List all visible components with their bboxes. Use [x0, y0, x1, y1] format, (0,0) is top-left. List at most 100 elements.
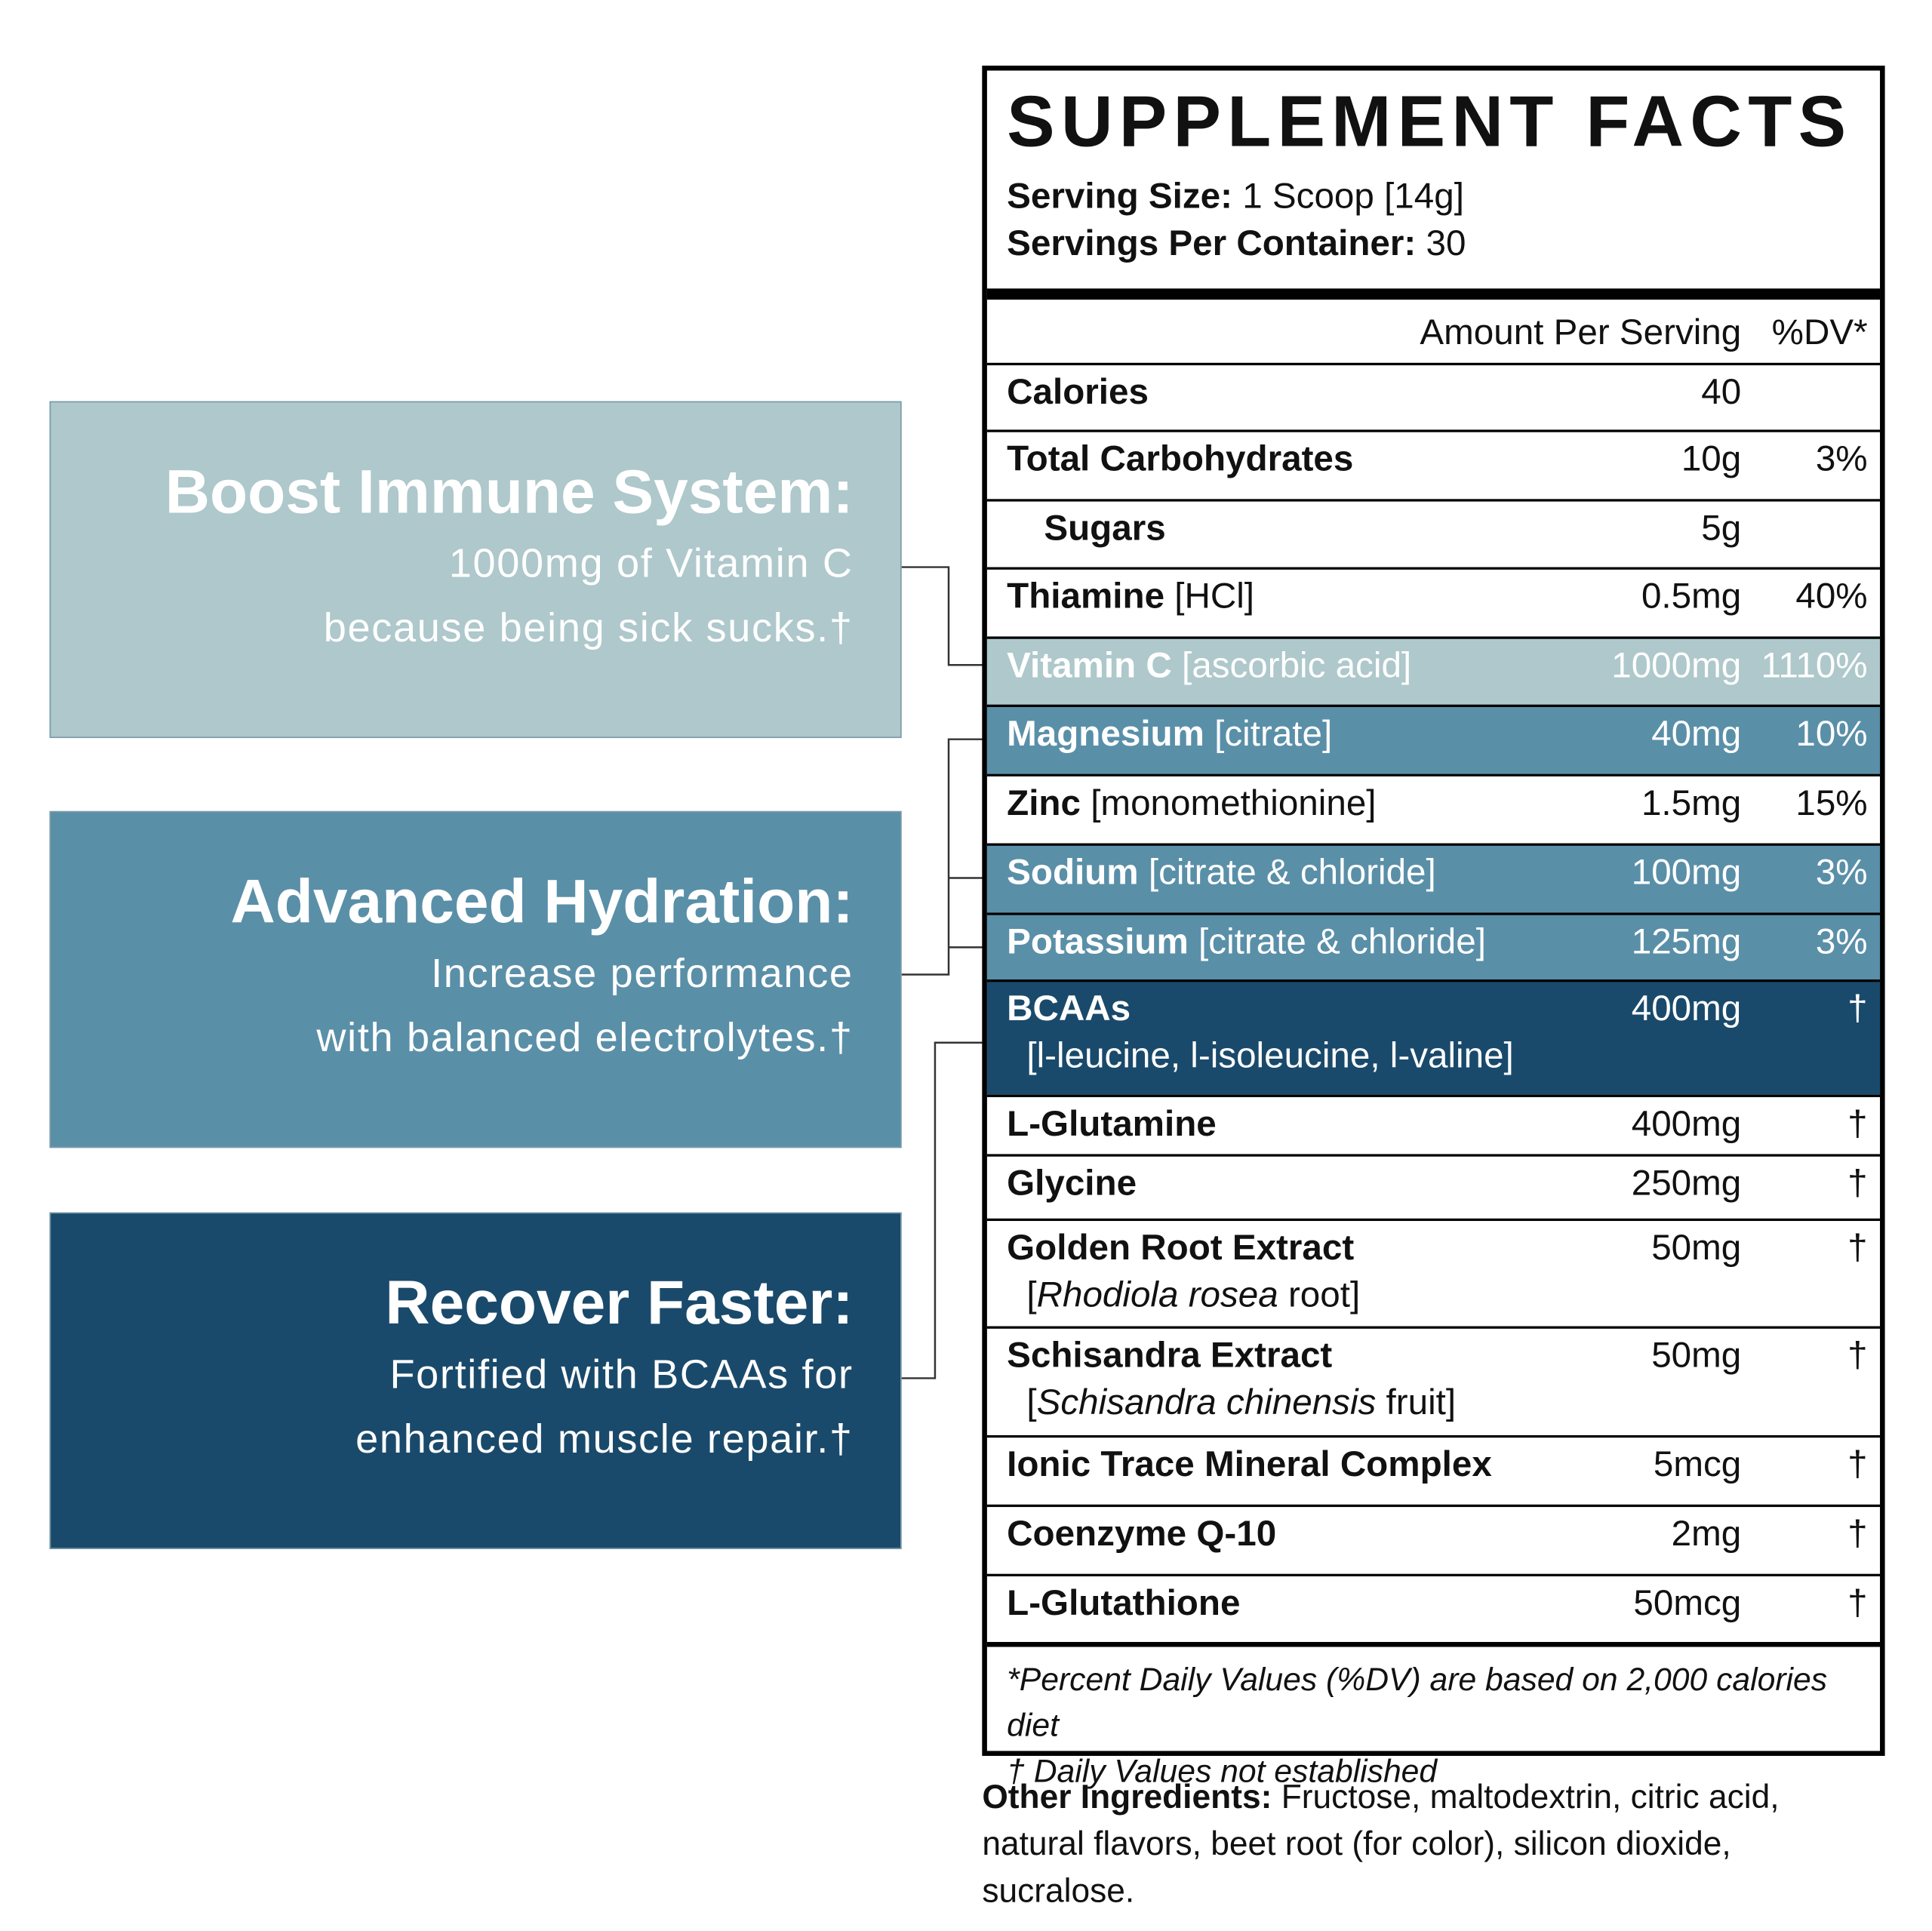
nutrient-detail: [citrate & chloride] — [1198, 922, 1486, 963]
footnote: *Percent Daily Values (%DV) are based on… — [1007, 1660, 1828, 1744]
daily-value: 15% — [1795, 783, 1868, 824]
facts-row: BCAAs [l-leucine, l-isoleucine, l-valine]… — [986, 979, 1881, 1095]
nutrient-detail: [Rhodiola rosea root] — [1026, 1275, 1360, 1316]
amount: 50mcg — [1633, 1583, 1742, 1624]
panel-text: 1000mg of Vitamin C — [448, 540, 854, 586]
facts-row: Thiamine [HCl] 0.5mg 40% — [986, 567, 1881, 637]
panel-text: Increase performance — [431, 949, 854, 996]
facts-row: Total Carbohydrates 10g 3% — [986, 429, 1881, 499]
amount: 50mg — [1651, 1336, 1742, 1376]
connector — [901, 738, 985, 976]
servings: Servings Per Container: 30 — [1007, 224, 1466, 265]
amount: 125mg — [1631, 922, 1742, 963]
nutrient-name: Total Carbohydrates — [1007, 439, 1354, 480]
facts-title: SUPPLEMENT FACTS — [1007, 81, 1853, 162]
facts-row: Zinc [monomethionine] 1.5mg 15% — [986, 773, 1881, 844]
nutrient-name: Vitamin C — [1007, 646, 1172, 687]
nutrient: Sugars — [1044, 509, 1165, 549]
detail-part: Rhodiola rosea — [1036, 1275, 1278, 1315]
amount: 40mg — [1651, 714, 1742, 755]
nutrient-name: L-Glutamine — [1007, 1104, 1217, 1145]
daily-value: 3% — [1815, 853, 1868, 893]
feature-panel: Recover Faster: Fortified with BCAAs for e… — [49, 1212, 902, 1549]
facts-row: Potassium [citrate & chloride] 125mg 3% — [986, 912, 1881, 980]
daily-value: † — [1847, 1336, 1868, 1376]
facts-row: Vitamin C [ascorbic acid] 1000mg 1110% — [986, 636, 1881, 705]
panel-title: Boost Immune System: — [165, 457, 854, 527]
panel-title: Recover Faster: — [385, 1268, 854, 1338]
nutrient-detail: [citrate] — [1214, 714, 1333, 755]
daily-value: † — [1847, 1164, 1868, 1204]
nutrient-name: Golden Root Extract — [1007, 1228, 1355, 1268]
panel-text: because being sick sucks.† — [323, 604, 854, 650]
amount: 1000mg — [1611, 646, 1742, 687]
daily-value: 1110% — [1761, 646, 1868, 687]
serving-size: Serving Size: 1 Scoop [14g] — [1007, 177, 1464, 218]
nutrient: Calories — [1007, 373, 1149, 414]
nutrient-name: Schisandra Extract — [1007, 1336, 1333, 1376]
nutrient: Glycine — [1007, 1164, 1137, 1205]
facts-row: L-Glutamine 400mg † — [986, 1094, 1881, 1155]
detail-part: [ — [1026, 1382, 1037, 1423]
facts-row: Sugars 5g — [986, 499, 1881, 567]
facts-row: Calories 40 — [986, 362, 1881, 430]
daily-value: † — [1847, 1445, 1868, 1485]
nutrient: Ionic Trace Mineral Complex — [1007, 1445, 1492, 1486]
facts-row: Ionic Trace Mineral Complex 5mcg † — [986, 1434, 1881, 1505]
feature-panel: Boost Immune System: 1000mg of Vitamin C b… — [49, 401, 902, 739]
detail-part: [ — [1026, 1275, 1037, 1315]
nutrient-name: Zinc — [1007, 783, 1081, 824]
detail-part: Schisandra chinensis — [1036, 1382, 1377, 1423]
other-ingredients: Other Ingredients: Fructose, maltodextri… — [982, 1773, 1886, 1914]
nutrient: Schisandra Extract — [1007, 1336, 1332, 1377]
nutrient-detail: [ascorbic acid] — [1181, 646, 1412, 687]
nutrient-name: Coenzyme Q-10 — [1007, 1514, 1277, 1554]
serving-size-label: Serving Size: — [1007, 177, 1233, 217]
footnotes: *Percent Daily Values (%DV) are based on… — [986, 1641, 1881, 1804]
facts-row: Magnesium [citrate] 40mg 10% — [986, 704, 1881, 774]
thick-rule — [986, 288, 1881, 300]
servings-value: 30 — [1426, 224, 1466, 264]
connector — [901, 566, 985, 666]
facts-row: Coenzyme Q-10 2mg † — [986, 1504, 1881, 1574]
facts-row: Schisandra Extract [Schisandra chinensis … — [986, 1326, 1881, 1435]
nutrient: Potassium [citrate & chloride] — [1007, 923, 1486, 964]
nutrient-name: BCAAs — [1007, 989, 1131, 1029]
facts-row: Sodium [citrate & chloride] 100mg 3% — [986, 843, 1881, 913]
daily-value: 40% — [1795, 577, 1868, 617]
daily-value: † — [1847, 1104, 1868, 1145]
footnote: † Daily Values not established — [1007, 1752, 1438, 1790]
nutrient-name: Ionic Trace Mineral Complex — [1007, 1445, 1492, 1485]
other-label: Other Ingredients: — [982, 1778, 1272, 1816]
facts-row: Glycine 250mg † — [986, 1154, 1881, 1218]
nutrient-name: L-Glutathione — [1007, 1583, 1241, 1624]
serving-size-value: 1 Scoop [14g] — [1242, 177, 1464, 217]
nutrient-name: Glycine — [1007, 1164, 1137, 1204]
nutrient-name: Sodium — [1007, 853, 1139, 893]
nutrient: Sodium [citrate & chloride] — [1007, 853, 1436, 894]
amount: 50mg — [1651, 1228, 1742, 1268]
amount-header: Amount Per Serving — [1420, 313, 1742, 353]
nutrient-name: Thiamine — [1007, 577, 1165, 617]
nutrient-name: Magnesium — [1007, 714, 1204, 755]
amount: 40 — [1701, 372, 1742, 413]
nutrient: Coenzyme Q-10 — [1007, 1514, 1276, 1555]
other-text: Fructose, maltodextrin, citric acid, nat… — [982, 1778, 1780, 1910]
daily-value: 10% — [1795, 714, 1868, 755]
daily-value: 3% — [1815, 922, 1868, 963]
facts-row: Golden Root Extract [Rhodiola rosea root]… — [986, 1218, 1881, 1327]
nutrient-name: Sugars — [1044, 509, 1166, 549]
daily-value: † — [1847, 989, 1868, 1029]
nutrient-detail: [Schisandra chinensis fruit] — [1026, 1383, 1456, 1424]
daily-value: † — [1847, 1228, 1868, 1268]
nutrient: L-Glutamine — [1007, 1105, 1217, 1145]
amount: 250mg — [1631, 1164, 1742, 1204]
nutrient-detail: [HCl] — [1174, 577, 1255, 617]
amount: 5mcg — [1653, 1445, 1742, 1485]
daily-value: † — [1847, 1583, 1868, 1624]
amount: 400mg — [1631, 989, 1742, 1029]
facts-box: SUPPLEMENT FACTS Serving Size: 1 Scoop [1… — [982, 65, 1885, 1789]
detail-part: [l-leucine, l-isoleucine, l-valine] — [1026, 1036, 1514, 1077]
